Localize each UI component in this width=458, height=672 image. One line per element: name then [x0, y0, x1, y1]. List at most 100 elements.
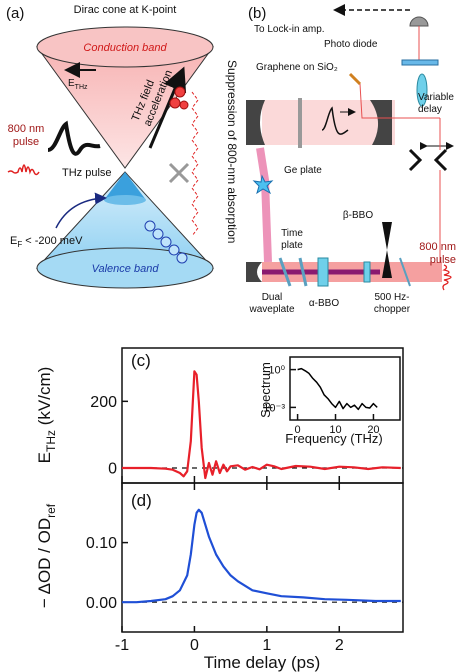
cone-top	[36, 26, 214, 68]
acceleration-arrow	[148, 66, 187, 149]
diode-label: Photo diode	[324, 39, 378, 50]
fermi-sub: F	[17, 240, 22, 249]
sample	[401, 59, 439, 66]
component-label: chopper	[374, 304, 411, 315]
x-axis-label: Frequency (THz)	[285, 431, 383, 446]
excited-electrons	[169, 86, 189, 110]
fermi-label: < -200 meV	[25, 235, 83, 247]
x-tick-label: 0	[190, 637, 199, 654]
field-label: ETHz	[68, 78, 88, 91]
blocked-transition	[191, 91, 199, 237]
data-line	[297, 367, 378, 411]
beta-bbo	[363, 261, 371, 283]
component-label: Dual	[262, 292, 283, 303]
panel-label: (a)	[6, 5, 24, 22]
plot-frame	[289, 356, 401, 421]
y-axis-label: − ΔOD / ODref	[35, 503, 58, 608]
y-tick-label: 10⁰	[268, 364, 285, 376]
component-label: Time	[281, 228, 303, 239]
x-tick-label: 20	[367, 424, 379, 436]
y-axis-sub: ref	[44, 503, 58, 518]
probe-beam	[359, 83, 440, 119]
alpha-bbo	[317, 257, 329, 287]
component-label: β-BBO	[343, 210, 373, 221]
panel-label: (d)	[131, 491, 152, 510]
mirror	[348, 72, 362, 86]
fermi-label: EF < -200 meV	[10, 235, 83, 249]
pump-beam	[256, 147, 272, 263]
suppression-label: Suppression of 800-nm absorption	[225, 60, 239, 243]
cross	[168, 162, 190, 184]
time-plate	[298, 257, 308, 287]
field-sub: THz	[75, 84, 88, 91]
component-label: plate	[281, 240, 303, 251]
x-tick-label: 0	[295, 424, 301, 436]
pump-label: 800 nm	[419, 241, 456, 253]
thz-emitter	[252, 174, 274, 195]
x-tick-label: -1	[115, 637, 129, 654]
pump-label: pulse	[430, 254, 456, 266]
component-label: α-BBO	[309, 298, 339, 309]
y-tick-label: 200	[90, 394, 117, 411]
y-axis-label: Spectrum	[258, 362, 273, 418]
pump-label: pulse	[13, 136, 39, 148]
filled-states	[104, 172, 146, 200]
lens	[416, 73, 428, 107]
y-tick-label: 0.00	[86, 595, 117, 612]
panel-a: (a) Dirac cone at K-point Conduction ban…	[6, 4, 239, 289]
delay-mirrors	[408, 148, 448, 172]
delay-label: Variable delay	[418, 92, 454, 115]
ge-label: Ge plate	[284, 165, 322, 176]
thz-wave	[47, 120, 101, 156]
holes	[144, 220, 188, 264]
mirror	[246, 262, 262, 282]
component-label: 500 Hz-	[374, 292, 409, 303]
band-label: Valence band	[92, 263, 160, 275]
y-axis-label: − ΔOD / OD	[35, 518, 54, 608]
x-tick-label: 2	[335, 637, 344, 654]
fermi-arrow	[55, 192, 107, 229]
data-line	[122, 370, 401, 480]
component-label: Dual waveplate	[248, 292, 294, 315]
y-axis-label: E	[35, 452, 54, 463]
fermi-surface	[104, 195, 146, 205]
thz-wave	[321, 106, 349, 135]
component-label: 500 Hz-chopper	[374, 292, 411, 315]
y-tick-label: 0.10	[86, 535, 117, 552]
thz-label: THz pulse	[62, 167, 112, 179]
sample-label: Graphene on SiO₂	[256, 62, 338, 73]
y-tick-label: 0	[108, 461, 117, 478]
band-label: Conduction band	[83, 42, 167, 54]
pump-wave	[442, 264, 452, 291]
parabolic-mirror	[370, 100, 392, 145]
x-axis-label: Time delay (ps)	[204, 653, 321, 672]
component-label: Time plate	[281, 228, 303, 251]
cone-bottom	[36, 247, 214, 289]
x-tick-label: 10	[329, 424, 341, 436]
pump-wave	[7, 164, 40, 176]
field-label: E	[68, 78, 75, 89]
parabolic-mirror	[246, 100, 265, 145]
pump-label: 800 nm pulse	[419, 241, 456, 266]
y-tick-label: 10⁻³	[263, 402, 285, 414]
panel-b: (b) To Lock-in amp. Photo diode Graphene…	[246, 4, 456, 315]
splitter	[399, 257, 411, 287]
panel-label: (c)	[131, 351, 151, 370]
panel-label: (b)	[248, 5, 266, 22]
lockin-label: To Lock-in amp.	[254, 24, 325, 35]
y-axis-label: ETHz (kV/cm)	[35, 367, 58, 464]
data-line	[122, 508, 401, 604]
pump-label: 800 nm	[8, 123, 45, 135]
y-axis-sub: THz	[44, 430, 58, 452]
panel-title: Dirac cone at K-point	[74, 4, 177, 16]
component-label: waveplate	[248, 304, 294, 315]
photodiode	[409, 16, 429, 27]
x-tick-label: 1	[262, 637, 271, 654]
fermi-label: E	[10, 235, 17, 247]
pump-label: 800 nm pulse	[8, 123, 45, 148]
plot-frame	[121, 482, 404, 633]
y-axis-label: (kV/cm)	[35, 367, 54, 430]
delay-label: delay	[418, 104, 442, 115]
waveplate	[278, 257, 292, 287]
